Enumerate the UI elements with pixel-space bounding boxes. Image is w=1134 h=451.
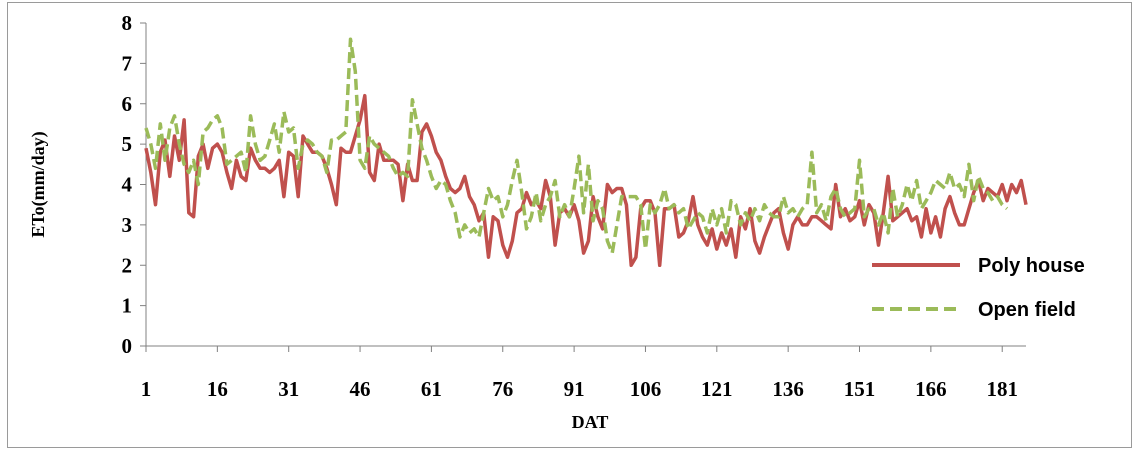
y-tick-label: 1: [122, 294, 133, 318]
y-tick-label: 3: [122, 213, 133, 237]
x-tick-label: 166: [915, 377, 947, 401]
x-tick-labels: 1 16 31 46 61 76 91 106 121 136 151 166 181: [141, 377, 1018, 401]
y-tick-label: 0: [122, 334, 133, 358]
x-tick-label: 16: [207, 377, 228, 401]
series-line-2: [144, 37, 1009, 255]
x-tick-label: 76: [492, 377, 513, 401]
x-tick-label: 136: [772, 377, 804, 401]
y-axis-title: ETo(mm/day): [28, 131, 49, 237]
x-tick-label: 151: [844, 377, 876, 401]
legend-label-1: Poly house: [978, 255, 1085, 277]
x-tick-label: 91: [564, 377, 585, 401]
x-tick-label: 1: [141, 377, 152, 401]
y-tick-label: 8: [122, 11, 133, 35]
series-line-1: [144, 93, 1028, 268]
x-tick-label: 31: [278, 377, 299, 401]
y-tick-label: 6: [122, 92, 133, 116]
y-tick-label: 7: [122, 51, 133, 75]
x-tick-label: 121: [701, 377, 733, 401]
series-lines: [144, 37, 1028, 268]
x-axis-title: DAT: [572, 412, 609, 432]
y-tick-label: 5: [122, 132, 133, 156]
x-tick-label: 106: [630, 377, 662, 401]
x-tick-label: 61: [421, 377, 442, 401]
legend-label-2: Open field: [978, 299, 1076, 321]
legend: Poly house Open field: [872, 255, 1085, 321]
y-tick-labels: 0 1 2 3 4 5 6 7 8: [122, 11, 133, 358]
chart-frame: [7, 2, 1132, 448]
y-tick-label: 4: [122, 173, 133, 197]
x-tick-label: 181: [986, 377, 1018, 401]
y-tick-label: 2: [122, 253, 133, 277]
x-tick-label: 46: [350, 377, 371, 401]
axes: [140, 22, 1026, 352]
